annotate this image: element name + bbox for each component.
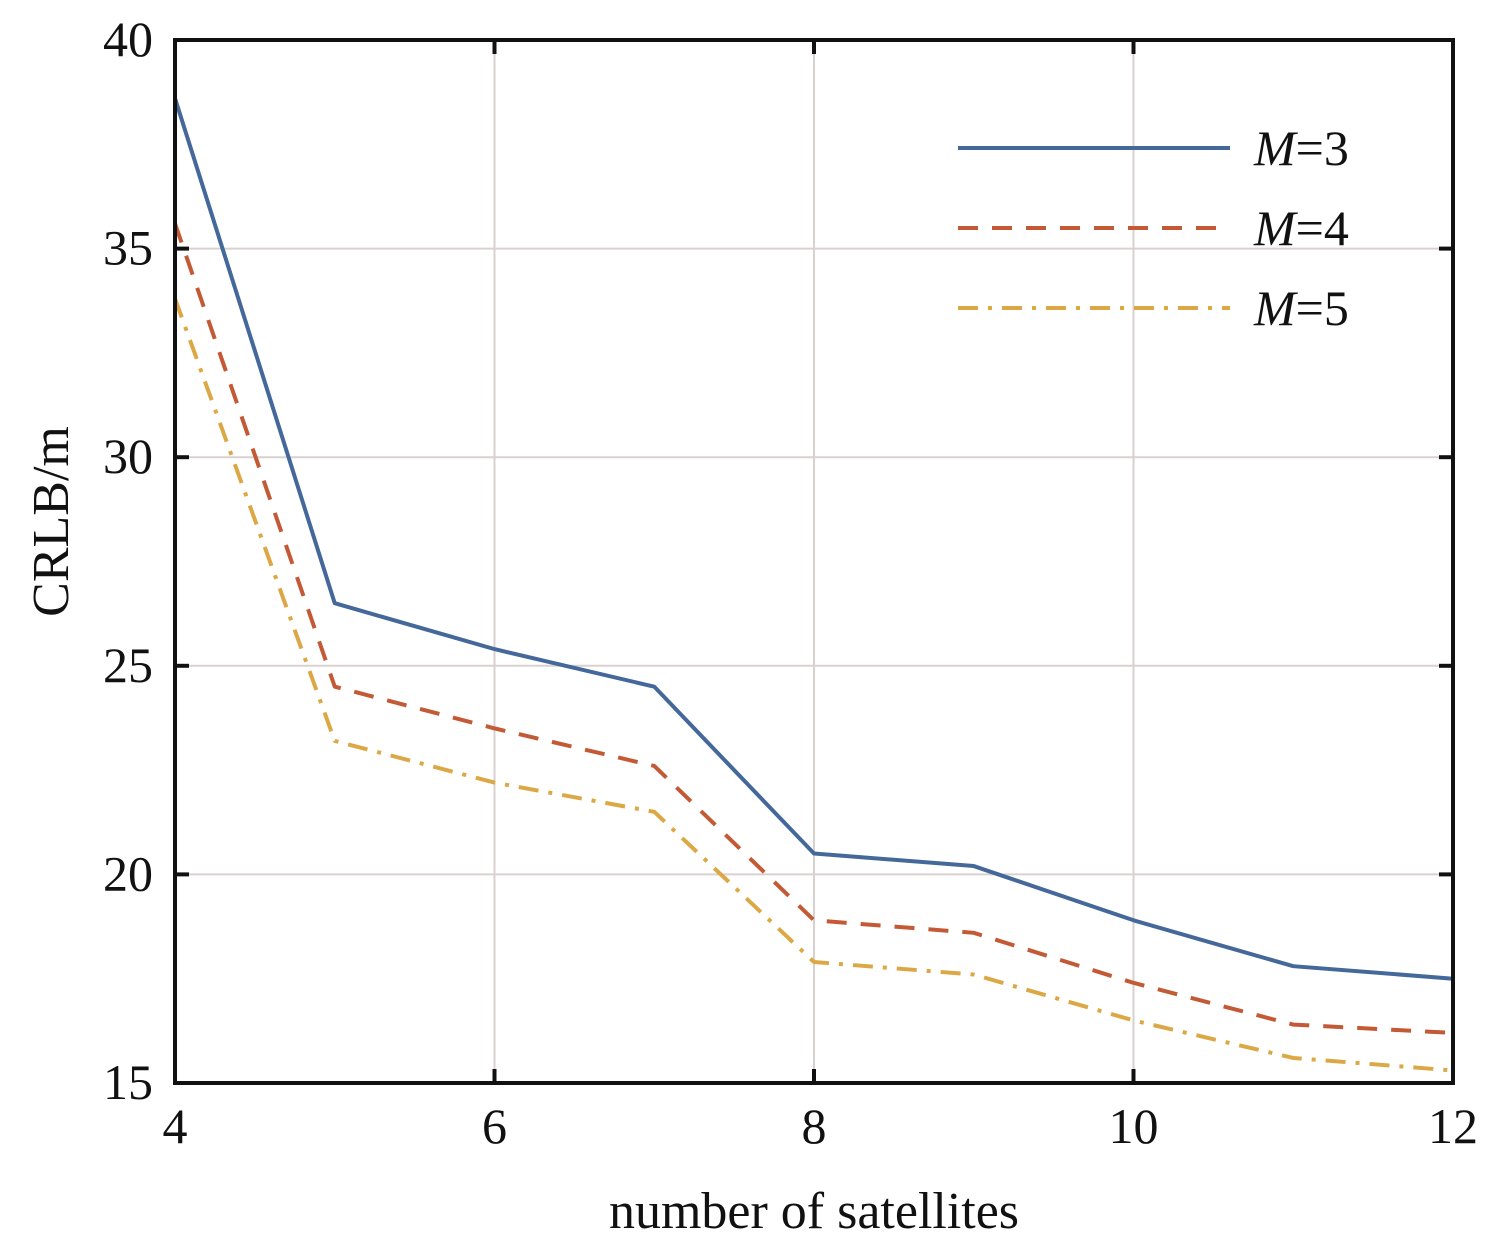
x-tick-label: 12: [1428, 1098, 1478, 1154]
legend-label-value: =4: [1296, 200, 1349, 256]
tick-labels: 4 6 8 10 12 15 20 25 30 35 40: [103, 11, 1478, 1154]
legend-label-variable: M: [1253, 120, 1298, 176]
legend-label-value: =3: [1296, 120, 1349, 176]
y-tick-label: 25: [103, 637, 153, 693]
legend-label-value: =5: [1296, 280, 1349, 336]
series-line-1: [173, 97, 1454, 981]
series-line-2: [173, 222, 1454, 1035]
legend-label-3: M=5: [1253, 280, 1349, 336]
x-axis-label: number of satellites: [609, 1183, 1019, 1240]
grid: [175, 40, 1453, 1083]
y-tick-label: 40: [103, 11, 153, 67]
axis-ticks: [173, 38, 1455, 1085]
legend-label-variable: M: [1253, 280, 1298, 336]
y-tick-label: 20: [103, 845, 153, 901]
legend-label-2: M=4: [1253, 200, 1349, 256]
y-tick-label: 35: [103, 220, 153, 276]
legend-label-1: M=3: [1253, 120, 1349, 176]
x-tick-label: 6: [482, 1098, 507, 1154]
y-tick-label: 30: [103, 428, 153, 484]
x-tick-label: 10: [1109, 1098, 1159, 1154]
series-line-3: [173, 297, 1454, 1073]
x-tick-label: 8: [802, 1098, 827, 1154]
y-axis-label: CRLB/m: [23, 426, 80, 617]
series-lines: [173, 97, 1454, 1073]
x-tick-label: 4: [163, 1098, 188, 1154]
legend: M=3M=4M=5: [958, 120, 1349, 336]
legend-label-variable: M: [1253, 200, 1298, 256]
y-tick-label: 15: [103, 1054, 153, 1110]
